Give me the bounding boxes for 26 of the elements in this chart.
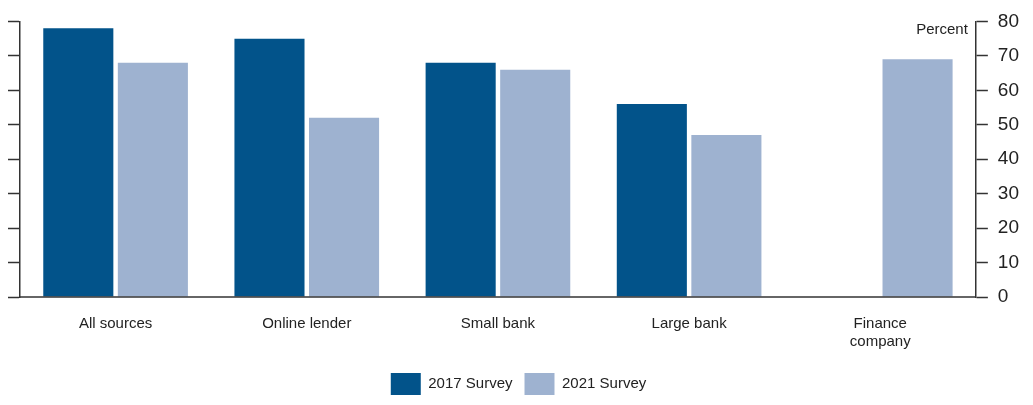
legend-label: 2017 Survey: [428, 374, 513, 392]
bar: [616, 104, 687, 297]
bar: [500, 69, 571, 297]
bar: [43, 28, 114, 297]
bar: [234, 38, 305, 297]
y-tick-label: 20: [997, 216, 1020, 238]
y-tick-label: 30: [997, 181, 1020, 203]
x-tick-label: Online lender: [262, 314, 352, 332]
y-tick-label: 10: [997, 250, 1020, 272]
y-tick-label: 40: [997, 147, 1020, 169]
bar: [309, 117, 380, 297]
y-tick-label: 70: [997, 44, 1020, 66]
y-axis-title: Percent: [916, 19, 969, 37]
y-tick-label: 50: [997, 112, 1020, 134]
legend-label: 2021 Survey: [562, 374, 647, 392]
bar: [882, 59, 953, 297]
bar: [691, 135, 762, 297]
x-tick-label: Finance company: [849, 314, 912, 350]
x-tick-label: All sources: [78, 314, 153, 332]
x-tick-label: Small bank: [460, 314, 536, 332]
x-tick-label: Large bank: [651, 314, 728, 332]
bar: [425, 62, 496, 297]
y-tick-label: 60: [997, 78, 1020, 100]
bar: [117, 62, 188, 297]
y-tick-label: 80: [997, 9, 1020, 31]
y-tick-label: 0: [997, 285, 1009, 307]
